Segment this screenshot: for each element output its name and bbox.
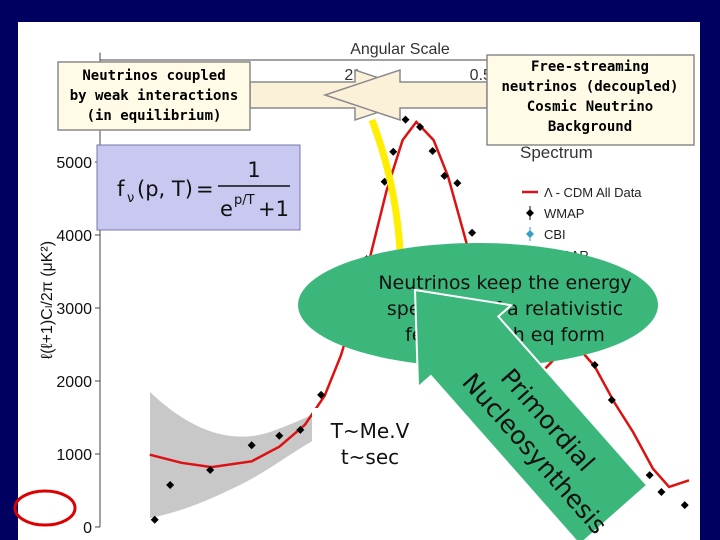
callout-line: by weak interactions xyxy=(70,88,239,104)
x2-axis-label: Angular Scale xyxy=(350,41,450,58)
data-point xyxy=(166,481,175,490)
data-point xyxy=(428,147,437,156)
formula-subscript: ν xyxy=(127,191,134,206)
free-streaming-callout: Free-streaming neutrinos (decoupled) Cos… xyxy=(322,54,695,146)
y-tick-label: 3000 xyxy=(56,301,92,318)
data-point xyxy=(401,115,410,124)
note-line: Neutrinos keep the energy xyxy=(378,272,631,294)
data-point xyxy=(607,395,616,404)
formula-arguments: (p, T) xyxy=(137,177,193,201)
data-point xyxy=(206,466,215,475)
red-ellipse xyxy=(13,489,77,527)
formula-plus-one: +1 xyxy=(258,197,289,221)
formula-background xyxy=(96,144,301,231)
variance-band xyxy=(150,392,318,518)
era-box: T~Me.V t~sec xyxy=(312,408,432,475)
callout-line: neutrinos (decoupled) xyxy=(501,79,678,95)
callout-line: Free-streaming xyxy=(531,59,649,75)
data-point xyxy=(645,471,654,480)
data-point xyxy=(317,390,326,399)
data-point xyxy=(296,425,305,434)
y-tick-label: 2000 xyxy=(56,374,92,391)
callout-box xyxy=(57,61,251,131)
callout-line: Background xyxy=(548,119,632,135)
data-point xyxy=(247,441,256,450)
data-point xyxy=(657,487,666,496)
data-point xyxy=(468,228,477,237)
data-point xyxy=(440,171,449,180)
formula-box: f ν (p, T) = 1 e p/T +1 xyxy=(96,144,301,231)
data-point xyxy=(389,147,398,156)
data-point xyxy=(416,122,425,131)
data-point xyxy=(150,515,159,524)
formula-exponent: p/T xyxy=(234,193,255,208)
legend-label: CBI xyxy=(544,227,566,242)
formula-equals: = xyxy=(196,177,214,201)
callout-line: (in equilibrium) xyxy=(87,108,222,124)
formula-numerator: 1 xyxy=(247,158,260,182)
legend-swatch xyxy=(526,230,534,238)
formula-base: e xyxy=(220,197,233,221)
subtitle: Spectrum xyxy=(520,143,593,162)
data-point xyxy=(453,179,462,188)
arrow-left xyxy=(322,68,488,122)
y-tick-label: 0 xyxy=(83,520,92,537)
era-line: T~Me.V xyxy=(330,419,410,443)
callout-line: Cosmic Neutrino xyxy=(527,99,653,115)
data-point xyxy=(680,501,689,510)
data-point xyxy=(590,360,599,369)
y-tick-label: 5000 xyxy=(56,155,92,172)
callout-box xyxy=(486,54,695,146)
formula-function: f xyxy=(117,177,125,201)
y-tick-label: 1000 xyxy=(56,447,92,464)
era-line: t~sec xyxy=(341,445,399,469)
data-point xyxy=(275,431,284,440)
callout-line: Neutrinos coupled xyxy=(82,68,225,84)
legend-label: WMAP xyxy=(544,206,584,221)
era-background xyxy=(312,408,432,475)
arrow-shape xyxy=(413,288,649,540)
legend-label: Λ - CDM All Data xyxy=(544,185,642,200)
legend-swatch xyxy=(526,209,534,217)
y-axis-label: ℓ(ℓ+1)Cₗ/2π (μK²) xyxy=(39,241,56,359)
y-tick-label: 4000 xyxy=(56,228,92,245)
